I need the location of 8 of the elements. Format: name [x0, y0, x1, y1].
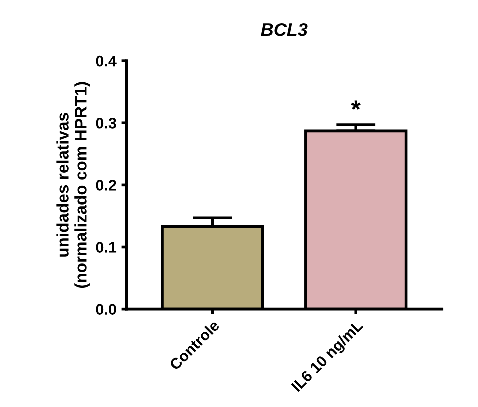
- chart-title: BCL3: [261, 23, 308, 36]
- y-tick-label: 0.4: [96, 56, 117, 67]
- y-tick-label: 0.2: [96, 180, 116, 191]
- y-tick-label: 0.1: [96, 242, 117, 253]
- y-tick-label: 0.3: [96, 118, 116, 129]
- y-axis-title: unidades relativas (normalizado com HPRT1): [56, 82, 90, 288]
- y-tick-label: 0.0: [96, 304, 116, 316]
- annotation: *: [351, 100, 361, 110]
